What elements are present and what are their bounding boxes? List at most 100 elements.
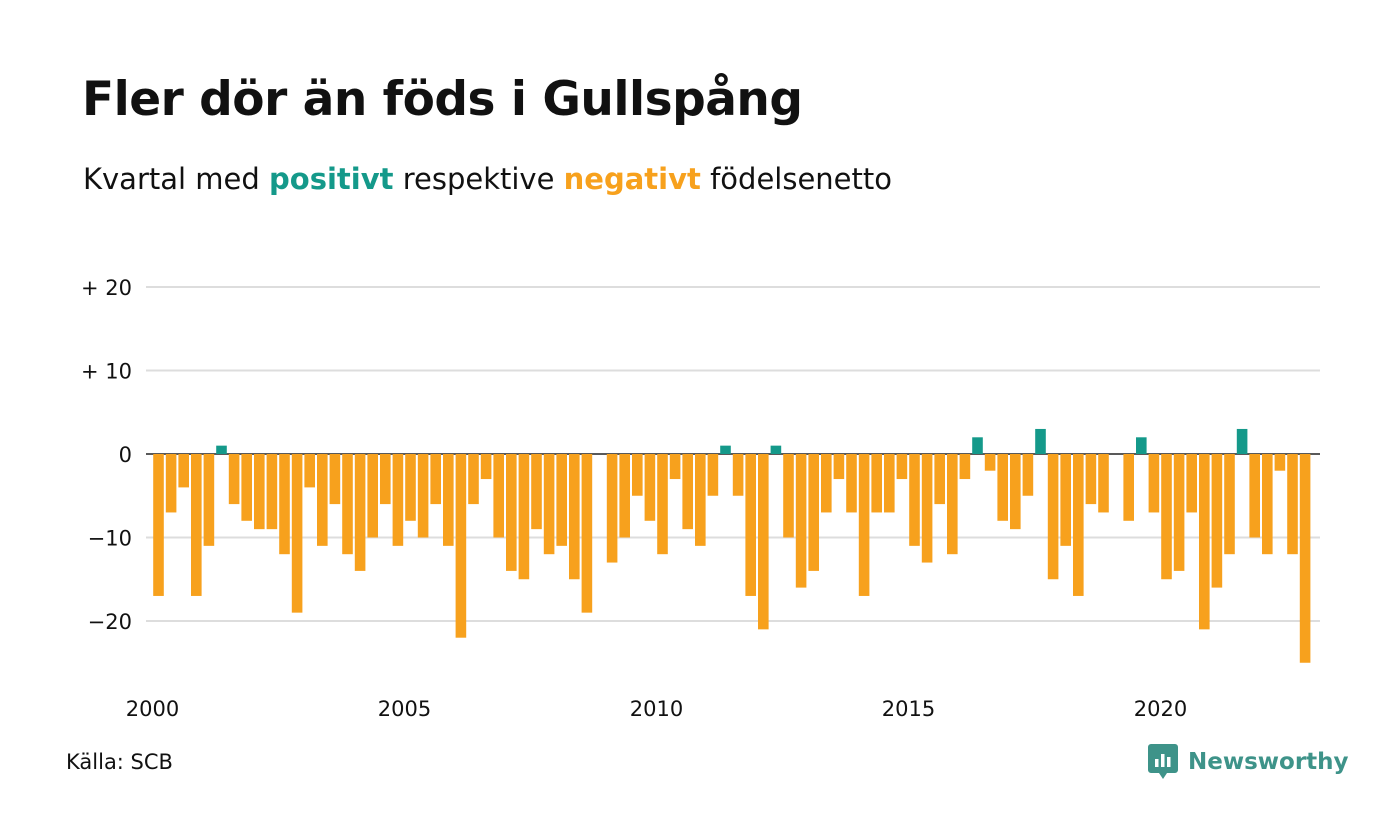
bar	[619, 454, 630, 538]
bar	[707, 454, 719, 496]
bar	[241, 454, 252, 521]
bar	[279, 454, 290, 555]
bar	[871, 454, 882, 513]
bar	[896, 454, 908, 480]
bar	[732, 454, 744, 496]
bar	[1161, 454, 1172, 580]
bar	[518, 454, 530, 580]
bar	[329, 454, 341, 505]
x-tick-label: 2005	[378, 697, 431, 721]
y-tick-label: 0	[119, 443, 132, 467]
bar	[1211, 454, 1223, 588]
bar	[380, 454, 391, 505]
bar	[203, 454, 215, 546]
bar	[480, 454, 492, 480]
x-tick-label: 2015	[882, 697, 935, 721]
bar	[1224, 454, 1235, 555]
bar	[367, 454, 378, 538]
bar	[354, 454, 366, 571]
bar	[191, 454, 202, 596]
bar	[833, 454, 845, 480]
bar	[443, 454, 454, 546]
bar	[531, 454, 542, 530]
y-tick-label: −20	[88, 610, 132, 634]
bar	[254, 454, 265, 530]
bar	[758, 454, 769, 630]
brand-name: Newsworthy	[1188, 749, 1349, 775]
x-axis-ticks: 2000 2005 2010 2015 2020	[126, 697, 1187, 721]
bar	[795, 454, 807, 588]
bar	[216, 445, 227, 454]
x-tick-label: 2020	[1134, 697, 1187, 721]
bar	[972, 437, 983, 454]
bar	[1073, 454, 1084, 596]
bar	[1010, 454, 1021, 530]
bar	[808, 454, 819, 571]
bar-chart: + 20 + 10 0 −10 −20 2000 2005 2010 2015 2020	[81, 276, 1320, 721]
bar	[228, 454, 240, 505]
bar	[695, 454, 706, 546]
chart-title: Fler dör än föds i Gullspång	[82, 72, 803, 127]
bar	[468, 454, 479, 505]
y-tick-label: + 20	[81, 276, 132, 300]
bar	[506, 454, 517, 571]
bar	[304, 454, 315, 488]
bar	[947, 454, 958, 555]
bar	[430, 454, 441, 505]
bar	[1287, 454, 1298, 555]
bar	[821, 454, 832, 513]
x-tick-label: 2010	[630, 697, 683, 721]
bar	[291, 454, 303, 613]
bar	[1186, 454, 1197, 513]
bar	[682, 454, 693, 530]
bar	[770, 445, 782, 454]
y-tick-label: −10	[88, 527, 132, 551]
bar	[342, 454, 353, 555]
newsworthy-logo-icon	[1148, 744, 1178, 779]
bar	[1299, 454, 1311, 663]
bar	[1123, 454, 1134, 521]
bar	[909, 454, 920, 546]
bar	[317, 454, 328, 546]
bar	[934, 454, 945, 505]
bar	[153, 454, 164, 596]
bar	[1136, 437, 1147, 454]
source-note: Källa: SCB	[66, 750, 173, 774]
bar	[1085, 454, 1097, 505]
subtitle-prefix: Kvartal med	[83, 162, 270, 196]
bar	[1060, 454, 1071, 546]
bar	[1022, 454, 1034, 496]
bar	[178, 454, 189, 488]
bar	[266, 454, 278, 530]
bar	[846, 454, 857, 513]
bar	[1148, 454, 1160, 513]
subtitle-positive: positivt	[269, 162, 394, 196]
bar	[657, 454, 668, 555]
bar	[1262, 454, 1273, 555]
bar	[783, 454, 794, 538]
chart-subtitle: Kvartal med positivt respektive negativt…	[83, 162, 892, 196]
bar	[392, 454, 404, 546]
bar	[644, 454, 656, 521]
brand-logo: Newsworthy	[1148, 744, 1349, 780]
bar	[921, 454, 933, 563]
bar	[417, 454, 429, 538]
bar	[997, 454, 1008, 521]
subtitle-middle: respektive	[393, 162, 564, 196]
subtitle-negative: negativt	[563, 162, 701, 196]
bar	[1098, 454, 1109, 513]
bar	[1199, 454, 1210, 630]
bar	[884, 454, 895, 513]
bar	[543, 454, 555, 555]
bar	[669, 454, 681, 480]
bar	[1047, 454, 1059, 580]
bar	[1236, 428, 1248, 454]
bar	[1274, 454, 1286, 471]
bar	[984, 454, 996, 471]
bar	[569, 454, 580, 580]
bar	[745, 454, 756, 596]
bar	[606, 454, 618, 563]
bar	[405, 454, 416, 521]
subtitle-suffix: födelsenetto	[700, 162, 892, 196]
bar	[1035, 428, 1046, 454]
